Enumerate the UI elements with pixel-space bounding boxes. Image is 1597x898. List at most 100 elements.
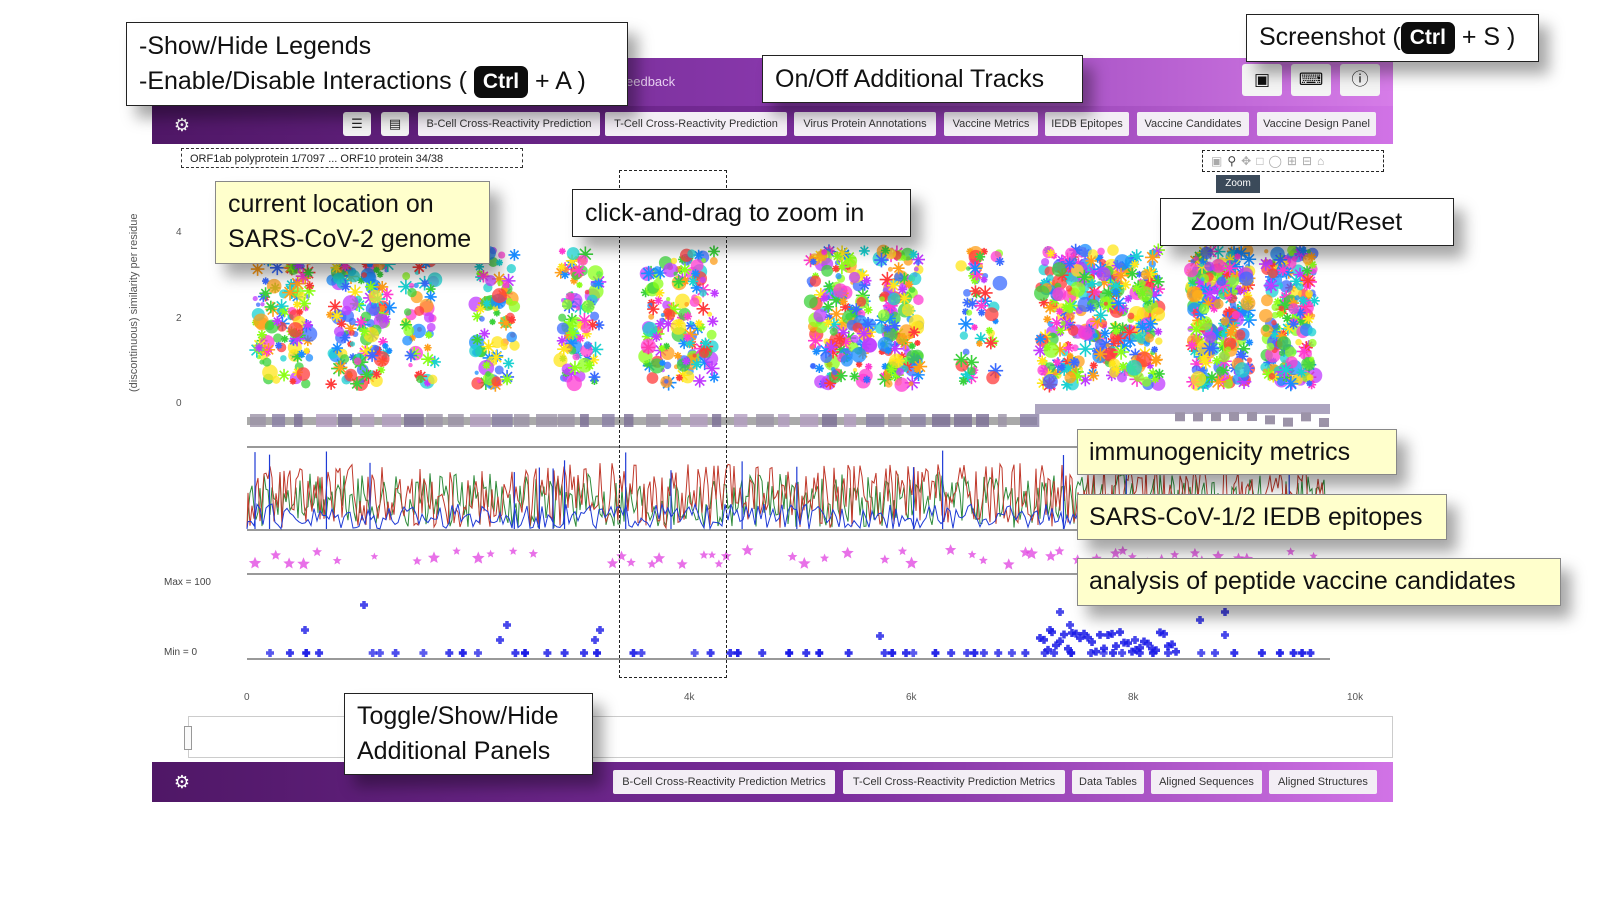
similarity-point xyxy=(976,340,983,347)
candidate-marker xyxy=(994,649,1003,657)
similarity-point xyxy=(1231,310,1241,320)
similarity-point xyxy=(1189,297,1195,302)
toggle-interactions-button[interactable]: ▤ xyxy=(381,112,409,136)
similarity-point xyxy=(898,291,911,305)
candidate-marker xyxy=(1164,649,1173,657)
zoom-in-icon[interactable]: ⊞ xyxy=(1286,154,1302,168)
similarity-point xyxy=(640,287,651,298)
panel-toggle-b-cell-metrics[interactable]: B-Cell Cross-Reactivity Prediction Metri… xyxy=(613,770,835,794)
panel-toggle-t-cell-metrics[interactable]: T-Cell Cross-Reactivity Prediction Metri… xyxy=(843,770,1065,794)
similarity-point xyxy=(887,266,893,272)
similarity-point xyxy=(340,261,350,272)
similarity-point xyxy=(674,351,682,360)
similarity-point xyxy=(1296,367,1307,378)
similarity-point xyxy=(643,360,652,368)
panel-toggle-data-tables[interactable]: Data Tables xyxy=(1072,770,1144,794)
similarity-point xyxy=(664,309,676,321)
epitope-star xyxy=(967,550,977,559)
annotation-segment xyxy=(580,414,589,427)
similarity-point xyxy=(970,276,980,285)
zoom-out-icon[interactable]: ⊟ xyxy=(1301,154,1318,168)
navigator-handle[interactable] xyxy=(184,726,192,750)
candidate-marker xyxy=(580,649,589,657)
gear-icon[interactable]: ⚙ xyxy=(173,772,191,792)
similarity-point xyxy=(1278,305,1285,312)
similarity-point xyxy=(1141,376,1152,387)
similarity-point xyxy=(266,278,282,294)
box-select-icon[interactable]: □ xyxy=(1256,154,1269,168)
candidate-marker xyxy=(375,649,384,657)
similarity-point xyxy=(1308,260,1317,269)
candidate-marker xyxy=(1076,634,1084,643)
pan-icon[interactable]: ✥ xyxy=(1241,154,1257,168)
similarity-point xyxy=(1288,318,1299,330)
similarity-point xyxy=(914,339,921,347)
similarity-point xyxy=(256,329,267,340)
similarity-point xyxy=(863,305,873,315)
track-toggle-vaccine-candidates[interactable]: Vaccine Candidates xyxy=(1137,112,1249,136)
annotation-segment xyxy=(1283,417,1293,427)
similarity-point xyxy=(255,302,261,307)
camera-icon[interactable]: ▣ xyxy=(1211,154,1228,168)
feedback-link[interactable]: eedback xyxy=(626,74,676,89)
similarity-point xyxy=(1266,342,1275,351)
lasso-icon[interactable]: ◯ xyxy=(1268,154,1287,168)
similarity-point xyxy=(829,306,844,322)
similarity-point xyxy=(1065,247,1077,260)
similarity-point xyxy=(880,245,891,256)
similarity-point xyxy=(966,309,973,316)
epitope-star xyxy=(297,557,310,570)
similarity-point xyxy=(953,351,969,368)
panel-toggle-aligned-structures[interactable]: Aligned Structures xyxy=(1269,770,1377,794)
screenshot-button[interactable]: ▣ xyxy=(1242,64,1282,96)
track-toggle-protein-annotations[interactable]: Virus Protein Annotations xyxy=(794,112,936,136)
similarity-point xyxy=(1050,316,1064,330)
track-toggle-vaccine-metrics[interactable]: Vaccine Metrics xyxy=(944,112,1038,136)
epitope-star xyxy=(370,552,379,560)
similarity-point xyxy=(402,335,413,346)
similarity-point xyxy=(1058,363,1066,372)
similarity-point xyxy=(1121,324,1138,341)
track-toggle-t-cell[interactable]: T-Cell Cross-Reactivity Prediction xyxy=(605,112,787,136)
similarity-point xyxy=(962,297,973,308)
similarity-point xyxy=(336,319,347,329)
similarity-point xyxy=(1282,313,1293,324)
track-toggle-vaccine-design-panel[interactable]: Vaccine Design Panel xyxy=(1257,112,1376,136)
similarity-point xyxy=(1092,332,1098,339)
similarity-point xyxy=(558,247,566,255)
similarity-point xyxy=(1263,357,1274,368)
similarity-point xyxy=(1077,269,1092,285)
candidate-marker xyxy=(266,649,274,657)
similarity-point xyxy=(809,258,817,266)
track-toggle-iedb-epitopes[interactable]: IEDB Epitopes xyxy=(1045,112,1129,136)
track-toggle-b-cell[interactable]: B-Cell Cross-Reactivity Prediction xyxy=(418,112,600,136)
keyboard-shortcuts-button[interactable]: ⌨ xyxy=(1291,64,1331,96)
similarity-point xyxy=(275,341,283,350)
similarity-point xyxy=(565,259,577,271)
similarity-point xyxy=(965,266,971,271)
similarity-point xyxy=(1293,267,1308,282)
similarity-point xyxy=(1154,368,1165,380)
reset-icon[interactable]: ⌂ xyxy=(1317,154,1330,168)
toggle-legends-button[interactable]: ☰ xyxy=(343,112,371,136)
similarity-point xyxy=(566,247,580,260)
help-button[interactable]: ⓘ xyxy=(1340,64,1380,96)
similarity-point xyxy=(1188,345,1200,357)
similarity-point xyxy=(809,275,822,287)
gear-icon[interactable]: ⚙ xyxy=(173,115,191,135)
candidate-marker xyxy=(1160,629,1168,638)
annotation-segment xyxy=(536,414,558,427)
similarity-point xyxy=(1276,336,1292,351)
similarity-point xyxy=(977,309,986,317)
similarity-point xyxy=(966,247,974,255)
x-tick: 0 xyxy=(244,692,250,703)
similarity-point xyxy=(1065,320,1076,330)
candidate-marker xyxy=(496,636,504,644)
epitope-star xyxy=(1110,547,1122,559)
panel-toggle-aligned-sequences[interactable]: Aligned Sequences xyxy=(1151,770,1262,794)
candidate-marker xyxy=(473,649,482,657)
similarity-point xyxy=(1210,373,1227,390)
similarity-point xyxy=(1283,322,1296,334)
zoom-icon[interactable]: ⚲ xyxy=(1227,154,1242,168)
similarity-point xyxy=(254,343,264,353)
